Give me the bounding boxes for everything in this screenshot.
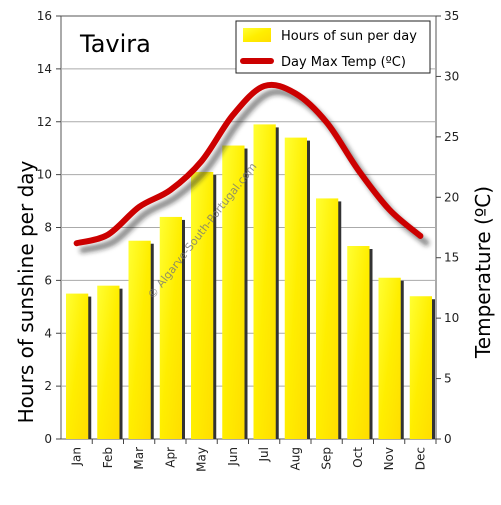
x-tick-label: Sep [320,447,334,470]
x-tick-label: Jul [257,447,271,462]
y-tick-label-left: 16 [37,9,52,23]
y-tick-label-right: 20 [444,190,459,204]
legend-sun-swatch [243,28,271,42]
y-axis-label-right: Temperature (ºC) [471,186,495,359]
y-tick-label-right: 5 [444,372,452,386]
x-tick-label: Jan [70,447,84,467]
x-tick-label: Dec [413,447,427,470]
bar [379,278,401,439]
y-tick-label-right: 35 [444,9,459,23]
y-tick-label-left: 4 [44,326,52,340]
x-tick-label: Apr [163,447,177,468]
y-tick-label-right: 25 [444,130,459,144]
x-tick-label: Aug [288,447,302,470]
y-tick-label-left: 8 [44,221,52,235]
bar [316,198,338,439]
x-tick-label: Nov [382,447,396,470]
chart-title: Tavira [79,30,151,58]
bar [66,294,88,439]
y-tick-label-left: 12 [37,115,52,129]
y-tick-label-left: 6 [44,273,52,287]
bar [97,286,119,439]
legend-temp-label: Day Max Temp (ºC) [281,55,406,70]
legend-sun-label: Hours of sun per day [281,29,417,44]
bar [347,246,369,439]
y-axis-label-left: Hours of sunshine per day [14,160,38,423]
y-tick-label-right: 10 [444,311,459,325]
x-tick-label: Oct [351,447,365,468]
legend: Hours of sun per day Day Max Temp (ºC) [236,21,430,73]
y-tick-label-right: 15 [444,251,459,265]
x-tick-label: May [195,447,209,472]
y-tick-label-left: 2 [44,379,52,393]
y-tick-label-right: 30 [444,69,459,83]
bar [410,296,432,439]
bar [129,241,151,439]
bar [285,138,307,439]
y-tick-label-right: 0 [444,432,452,446]
x-tick-label: Mar [132,447,146,470]
y-tick-label-left: 10 [37,168,52,182]
x-tick-label: Jun [226,447,240,467]
y-tick-label-left: 14 [37,62,52,76]
y-tick-label-left: 0 [44,432,52,446]
bar [254,124,276,439]
x-tick-label: Feb [101,447,115,468]
